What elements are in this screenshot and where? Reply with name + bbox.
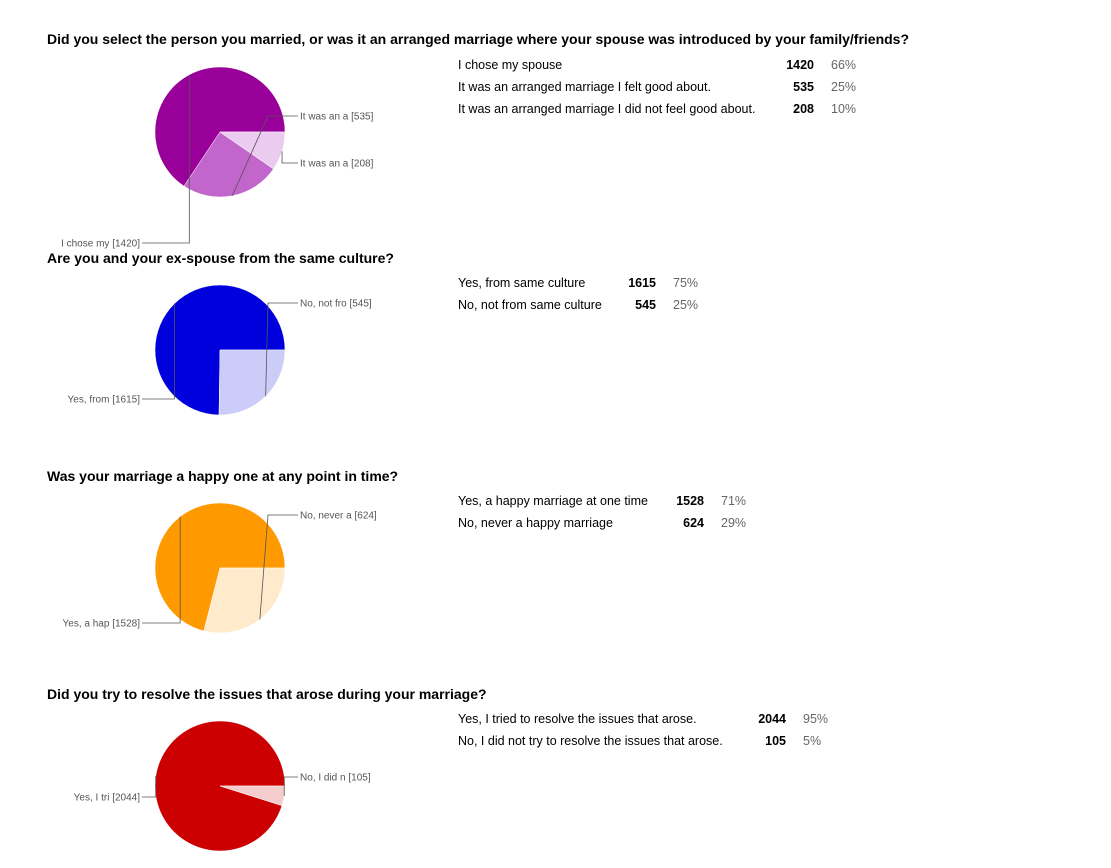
pie-slice xyxy=(203,567,286,634)
response-count: 1528 xyxy=(676,494,704,508)
slice-label: I chose my [1420] xyxy=(61,239,140,250)
pie-slice xyxy=(219,785,286,806)
leader-line xyxy=(142,74,190,244)
response-count: 624 xyxy=(683,516,704,530)
leader-line xyxy=(142,776,157,798)
pie-chart: Yes, I tri [2044] No, I did n [105] xyxy=(74,720,371,852)
pie-chart: Yes, a hap [1528] No, never a [624] xyxy=(63,502,377,634)
slice-label: Yes, I tri [2044] xyxy=(74,793,141,804)
response-label: It was an arranged marriage I did not fe… xyxy=(458,102,756,116)
response-percent: 95% xyxy=(803,712,829,726)
response-label: Yes, from same culture xyxy=(458,276,586,290)
response-label: Yes, a happy marriage at one time xyxy=(458,494,648,508)
pie-chart: Yes, from [1615] No, not fro [545] xyxy=(68,284,372,416)
response-label: Yes, I tried to resolve the issues that … xyxy=(458,712,697,726)
response-label: No, I did not try to resolve the issues … xyxy=(458,734,723,748)
leader-line xyxy=(142,516,181,624)
response-percent: 29% xyxy=(721,516,747,530)
slice-label: No, not fro [545] xyxy=(300,299,372,310)
pie-slice xyxy=(183,131,274,198)
leader-line xyxy=(283,776,298,796)
question-title: Did you select the person you married, o… xyxy=(47,31,910,47)
response-count: 545 xyxy=(635,298,656,312)
response-percent: 25% xyxy=(831,80,857,94)
leader-line xyxy=(265,302,298,397)
slice-label: Yes, a hap [1528] xyxy=(63,619,141,630)
response-label: No, never a happy marriage xyxy=(458,516,613,530)
response-count: 105 xyxy=(765,734,786,748)
slice-label: No, never a [624] xyxy=(300,511,377,522)
leader-line xyxy=(231,115,298,196)
response-label: I chose my spouse xyxy=(458,58,563,72)
response-count: 535 xyxy=(793,80,814,94)
question-title: Was your marriage a happy one at any poi… xyxy=(47,468,399,484)
leader-line xyxy=(259,514,298,620)
response-percent: 5% xyxy=(803,734,822,748)
response-percent: 10% xyxy=(831,102,857,116)
response-count: 208 xyxy=(793,102,814,116)
response-percent: 71% xyxy=(721,494,747,508)
slice-label: No, I did n [105] xyxy=(300,773,371,784)
pie-slice xyxy=(218,349,286,416)
pie-slice xyxy=(154,66,286,187)
response-label: It was an arranged marriage I felt good … xyxy=(458,80,711,94)
slice-label: Yes, from [1615] xyxy=(68,395,141,406)
leader-line xyxy=(281,151,298,164)
pie-chart: I chose my [1420] It was an a [535] It was… xyxy=(61,66,374,250)
response-count: 1420 xyxy=(786,58,814,72)
question-title: Are you and your ex-spouse from the same… xyxy=(47,250,394,266)
leader-line xyxy=(142,303,175,400)
response-label: No, not from same culture xyxy=(458,298,602,312)
pie-slice xyxy=(154,284,286,416)
response-percent: 25% xyxy=(673,298,699,312)
response-count: 2044 xyxy=(758,712,786,726)
response-count: 1615 xyxy=(628,276,656,290)
slice-label: It was an a [535] xyxy=(300,112,374,123)
response-percent: 75% xyxy=(673,276,699,290)
slice-label: It was an a [208] xyxy=(300,159,374,170)
question-title: Did you try to resolve the issues that a… xyxy=(47,686,487,702)
response-percent: 66% xyxy=(831,58,857,72)
